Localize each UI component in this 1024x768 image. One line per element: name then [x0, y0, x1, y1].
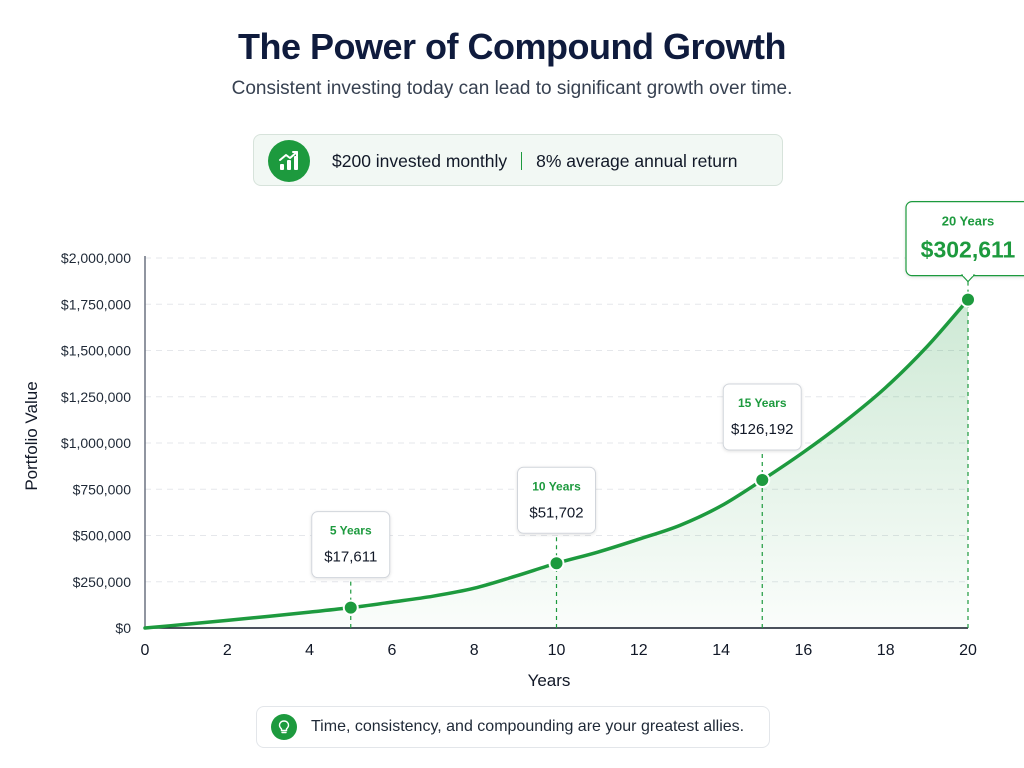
milestone-callout [722, 383, 802, 451]
lightbulb-icon [271, 714, 297, 740]
milestone-label: 5 Years [330, 524, 372, 538]
y-tick-label: $1,500,000 [61, 343, 131, 359]
page-title: The Power of Compound Growth [238, 26, 786, 67]
y-tick-label: $1,000,000 [61, 435, 131, 451]
milestone-label: 20 Years [942, 214, 995, 229]
growth-chart: $0 $250,000 $500,000 $750,000 $1,000,000 $1,2… [22, 201, 1024, 690]
monthly-investment-label: $200 invested monthly [332, 150, 508, 171]
milestone-callout [517, 466, 596, 534]
investment-summary-box: $200 invested monthly 8% average annual … [253, 134, 783, 186]
x-tick-label: 2 [223, 642, 232, 659]
x-tick-label: 8 [470, 642, 479, 659]
milestone-value: $126,192 [731, 421, 794, 438]
y-tick-label: $0 [115, 620, 131, 636]
milestone-value: $51,702 [529, 504, 583, 521]
info-divider [521, 152, 523, 170]
investment-summary-text: $200 invested monthly 8% average annual … [332, 135, 738, 187]
y-tick-label: $500,000 [73, 528, 132, 544]
y-tick-label: $750,000 [73, 481, 132, 497]
milestone-point [548, 555, 565, 572]
y-tick-label: $1,750,000 [61, 296, 131, 312]
annual-return-label: 8% average annual return [536, 150, 738, 171]
milestone-point [754, 472, 771, 488]
y-tick-label: $1,250,000 [61, 389, 131, 405]
milestone-callout [311, 511, 391, 579]
x-tick-label: 10 [548, 642, 566, 659]
milestone-value: $302,611 [921, 237, 1016, 263]
growth-chart-icon [268, 140, 310, 182]
x-tick-label: 4 [305, 642, 314, 659]
milestone-value: $17,611 [324, 549, 377, 566]
page-subtitle: Consistent investing today can lead to s… [231, 78, 793, 99]
milestone-label: 10 Years [532, 479, 581, 493]
x-axis-title: Years [528, 671, 571, 690]
x-tick-label: 20 [959, 642, 977, 659]
x-tick-label: 16 [795, 642, 813, 659]
milestone-point [342, 599, 359, 616]
y-tick-label: $250,000 [73, 574, 132, 590]
tip-text: Time, consistency, and compounding are y… [311, 718, 745, 735]
x-tick-label: 18 [877, 642, 895, 659]
x-tick-label: 6 [387, 642, 396, 659]
tip-box: Time, consistency, and compounding are y… [256, 706, 770, 748]
x-tick-label: 0 [141, 642, 150, 659]
milestone-point [960, 291, 976, 308]
y-axis-title: Portfolio Value [22, 381, 41, 490]
y-tick-label: $2,000,000 [61, 250, 131, 266]
x-tick-label: 14 [712, 642, 730, 659]
x-tick-label: 12 [630, 642, 648, 659]
milestone-label: 15 Years [738, 396, 787, 410]
